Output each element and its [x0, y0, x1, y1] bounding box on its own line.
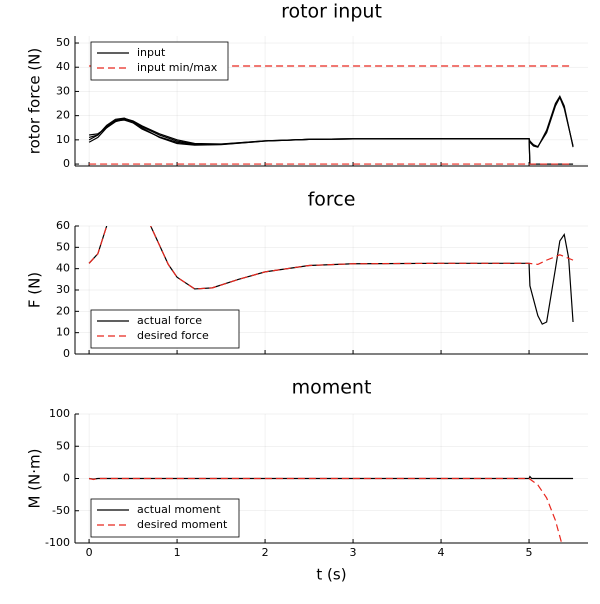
y-tick-label: 50: [56, 240, 70, 253]
x-tick-label: 0: [86, 546, 93, 559]
series-line: [88, 226, 574, 290]
plot-area: [88, 475, 574, 543]
x-tick-label: 1: [174, 546, 181, 559]
y-tick-label: 0: [63, 347, 70, 360]
y-tick-label: 0: [63, 472, 70, 485]
legend-box: [90, 498, 240, 538]
series-line: [88, 477, 563, 543]
y-tick-label: 60: [56, 219, 70, 232]
chart-title: moment: [292, 377, 372, 399]
y-tick-label: 50: [56, 36, 70, 49]
chart-title: rotor input: [281, 1, 382, 23]
legend-label: actual moment: [137, 503, 221, 516]
y-tick-label: 30: [56, 84, 70, 97]
y-axis-label: F (N): [26, 272, 44, 308]
legend-label: input: [137, 46, 166, 59]
x-axis-label: t (s): [316, 566, 346, 584]
plot-area: [88, 65, 574, 165]
legend-label: actual force: [137, 314, 202, 327]
legend-label: desired moment: [137, 518, 228, 531]
y-tick-label: 10: [56, 133, 70, 146]
y-tick-label: -50: [52, 504, 70, 517]
legend-label: desired force: [137, 329, 209, 342]
y-tick-label: 20: [56, 304, 70, 317]
y-tick-label: -100: [45, 536, 70, 549]
y-tick-label: 30: [56, 283, 70, 296]
y-tick-label: 40: [56, 60, 70, 73]
y-tick-label: 0: [63, 157, 70, 170]
x-tick-label: 5: [526, 546, 533, 559]
y-tick-label: 100: [49, 407, 70, 420]
x-tick-label: 4: [438, 546, 445, 559]
y-axis-label: rotor force (N): [26, 48, 44, 154]
x-tick-label: 2: [262, 546, 269, 559]
series-line: [88, 117, 574, 165]
plot-area: [88, 226, 574, 325]
y-tick-label: 20: [56, 109, 70, 122]
x-tick-label: 3: [350, 546, 357, 559]
legend-box: [90, 41, 229, 81]
y-tick-label: 50: [56, 439, 70, 452]
y-axis-label: M (N·m): [26, 448, 44, 508]
series-line: [88, 118, 574, 165]
y-tick-label: 40: [56, 262, 70, 275]
legend-box: [90, 309, 240, 349]
legend-label: input min/max: [137, 61, 218, 74]
chart-title: force: [308, 189, 356, 211]
y-tick-label: 10: [56, 326, 70, 339]
